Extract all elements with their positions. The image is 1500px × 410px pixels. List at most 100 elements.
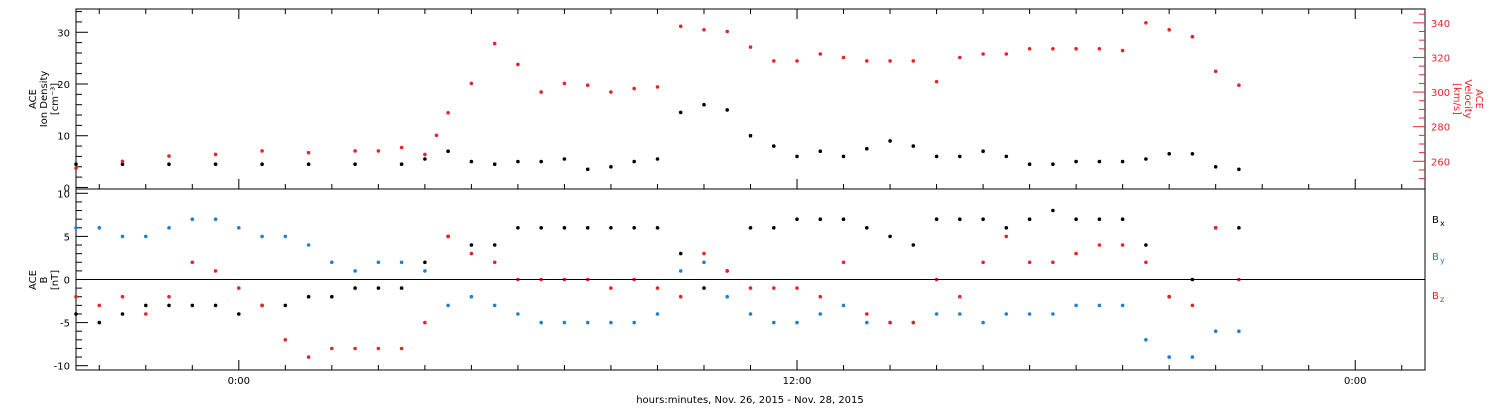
density-point-0 — [981, 149, 985, 153]
x-tick-label: 12:00 — [783, 376, 812, 387]
bfield-point-1 — [376, 260, 381, 265]
bfield-point-1 — [1027, 312, 1032, 316]
bfield-point-1 — [74, 226, 78, 230]
velocity-point-0 — [469, 81, 474, 86]
density-point-0 — [1074, 159, 1078, 164]
density-point-0 — [609, 165, 613, 169]
bfield-point-0 — [120, 312, 125, 316]
velocity-point-0 — [655, 85, 660, 89]
bfield-point-0 — [1004, 226, 1009, 230]
velocity-point-0 — [1004, 52, 1009, 56]
bfield-point-0 — [865, 226, 869, 230]
velocity-point-0 — [795, 59, 799, 63]
bfield-point-0 — [818, 217, 823, 221]
bfield-point-1 — [492, 303, 497, 308]
velocity-point-0 — [1097, 47, 1102, 51]
velocity-point-0 — [539, 90, 543, 94]
density-point-0 — [934, 154, 939, 159]
bfield-point-0 — [539, 226, 543, 230]
velocity-point-0 — [213, 152, 218, 157]
bottom-left-tick-label: 5 — [64, 232, 70, 243]
bfield-point-1 — [97, 226, 102, 230]
legend-bx-sub: x — [1440, 219, 1445, 228]
bfield-point-0 — [772, 226, 776, 230]
bfield-point-0 — [655, 226, 660, 230]
bfield-point-2 — [841, 260, 846, 265]
bfield-point-0 — [585, 226, 590, 230]
bfield-point-1 — [469, 294, 474, 299]
top-panel-frame — [75, 8, 1426, 190]
bfield-point-2 — [213, 269, 218, 273]
bfield-point-0 — [562, 226, 567, 230]
bfield-point-2 — [97, 303, 102, 308]
bfield-point-0 — [795, 217, 799, 221]
bfield-point-0 — [97, 320, 102, 325]
bfield-point-0 — [283, 303, 288, 308]
bfield-point-1 — [958, 312, 962, 316]
velocity-point-0 — [306, 150, 311, 155]
velocity-point-0 — [492, 41, 497, 46]
density-point-0 — [841, 154, 846, 159]
bfield-point-2 — [144, 312, 148, 316]
bfield-point-2 — [423, 320, 427, 325]
bfield-point-1 — [678, 269, 683, 273]
bfield-point-2 — [1213, 226, 1218, 230]
velocity-point-0 — [585, 83, 590, 87]
bfield-point-1 — [237, 226, 241, 230]
bfield-point-1 — [795, 320, 799, 325]
density-point-0 — [1167, 152, 1171, 156]
density-point-0 — [423, 157, 427, 161]
bfield-point-0 — [190, 303, 195, 308]
bfield-point-1 — [702, 260, 706, 265]
density-point-0 — [446, 149, 450, 153]
bfield-point-0 — [1237, 226, 1241, 230]
bfield-point-2 — [1027, 260, 1032, 265]
bfield-point-2 — [795, 286, 799, 290]
density-point-0 — [492, 162, 497, 166]
bfield-point-1 — [260, 234, 264, 239]
bfield-point-0 — [1027, 217, 1032, 221]
top-right-ylabel-2: Velocity — [1462, 79, 1473, 118]
bfield-point-1 — [213, 217, 218, 221]
bfield-point-2 — [609, 286, 613, 290]
bfield-point-0 — [609, 226, 613, 230]
bfield-point-0 — [516, 226, 520, 230]
velocity-point-0 — [1167, 28, 1171, 32]
legend-by-label: B — [1432, 252, 1439, 263]
bfield-point-1 — [1120, 303, 1125, 308]
bfield-point-1 — [399, 260, 404, 265]
bfield-point-1 — [144, 234, 148, 239]
bfield-point-2 — [399, 346, 404, 351]
velocity-point-0 — [120, 159, 125, 164]
x-axis-ticks: 0:00 12:00 0:00 — [98, 9, 1403, 387]
legend-bz-label: B — [1432, 291, 1439, 302]
bfield-point-0 — [469, 243, 474, 247]
density-point-0 — [399, 162, 404, 166]
density-point-0 — [655, 157, 660, 161]
bfield-point-1 — [818, 312, 823, 316]
x-tick-label: 0:00 — [1344, 376, 1366, 387]
bfield-point-2 — [74, 294, 78, 299]
velocity-point-0 — [1027, 47, 1032, 51]
velocity-point-0 — [609, 90, 613, 94]
density-point-0 — [795, 154, 799, 159]
bfield-point-0 — [237, 312, 241, 316]
bfield-point-1 — [353, 269, 357, 273]
velocity-point-0 — [74, 166, 78, 170]
bfield-point-0 — [678, 251, 683, 256]
bfield-point-0 — [1120, 217, 1125, 221]
density-point-0 — [748, 133, 753, 138]
density-point-0 — [469, 159, 474, 164]
bfield-point-2 — [678, 294, 683, 299]
velocity-point-0 — [167, 154, 171, 158]
velocity-point-0 — [353, 149, 357, 153]
top-panel-ticks: 0 10 20 30 260 280 300 320 340 — [57, 11, 1450, 194]
bottom-left-tick-label: -10 — [54, 362, 70, 373]
bfield-point-0 — [958, 217, 962, 221]
bfield-point-2 — [469, 251, 474, 256]
density-point-0 — [1213, 165, 1218, 169]
velocity-point-0 — [1144, 21, 1148, 25]
bfield-point-2 — [330, 346, 334, 351]
top-right-tick-label: 300 — [1431, 88, 1450, 99]
bfield-point-0 — [1074, 217, 1078, 221]
